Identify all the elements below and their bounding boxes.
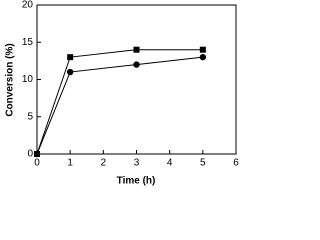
x-tick-label: 1 [67, 158, 73, 169]
y-tick-label: 15 [22, 37, 34, 48]
x-tick-label: 2 [101, 158, 107, 169]
y-tick-label: 10 [22, 74, 34, 85]
marker [199, 53, 207, 61]
x-tick-label: 5 [200, 158, 206, 169]
x-tick-label: 4 [167, 158, 173, 169]
marker [133, 61, 140, 68]
series-line [36, 49, 203, 155]
marker [67, 54, 74, 61]
marker [199, 46, 206, 53]
x-tick-label: 0 [34, 158, 40, 169]
x-tick-label: 6 [233, 158, 239, 169]
y-tick-label: 0 [27, 149, 33, 160]
marker [66, 68, 74, 76]
y-axis-label: Conversion (%) [5, 43, 16, 116]
x-tick-label: 3 [134, 158, 140, 169]
marker [33, 150, 41, 158]
chart: Time (h) Conversion (%) 0 1 2 3 4 5 6 0 5 10 15 20 [5, 0, 240, 187]
series-line [36, 56, 203, 155]
y-tick-label: 20 [22, 0, 34, 11]
marker [133, 46, 140, 53]
y-tick-label: 5 [27, 111, 33, 122]
page: Time (h) Conversion (%) 0 1 2 3 4 5 6 0 5 10 15 20 … [4, 0, 240, 187]
x-axis-label: Time (h) [117, 176, 156, 187]
